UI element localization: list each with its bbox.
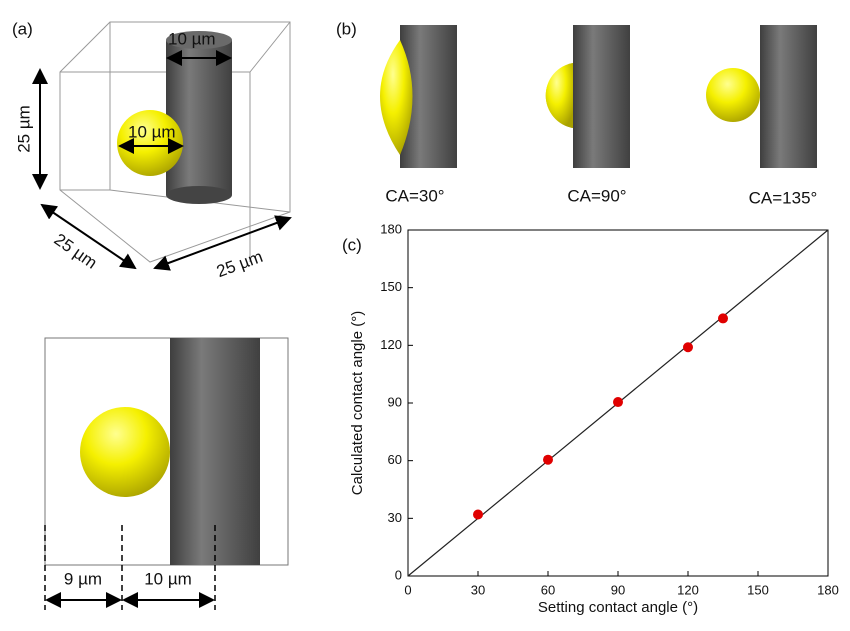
dimension: 10 µm [128,122,176,141]
panel-label: (a) [12,19,33,38]
x-tick-label: 180 [817,582,839,597]
y-tick-label: 120 [380,337,402,352]
dimension: 25 µm [51,230,101,273]
y-tick-label: 30 [388,510,402,525]
panel-a [40,22,290,268]
x-tick-label: 120 [677,582,699,597]
y-axis-label: Calculated contact angle (°) [349,311,366,495]
y-tick-label: 90 [388,394,402,409]
y-tick-label: 0 [395,567,402,582]
dimension: 10 µm [144,569,192,588]
point [473,509,483,519]
x-axis-label: Setting contact angle (°) [538,599,698,616]
caption: CA=90° [567,186,626,205]
panel-label: (b) [336,19,357,38]
panel-label: (c) [342,235,362,254]
dimension: 10 µm [168,29,216,48]
y-tick-label: 60 [388,452,402,467]
caption: CA=30° [385,186,444,205]
point [683,342,693,352]
x-tick-label: 150 [747,582,769,597]
dimension: 9 µm [64,569,102,588]
x-tick-label: 30 [471,582,485,597]
x-tick-label: 0 [404,582,411,597]
y-tick-label: 180 [380,221,402,236]
dimension: 25 µm [214,247,265,281]
dimension: 25 µm [14,105,33,153]
y-tick-label: 150 [380,279,402,294]
panel-b [380,25,817,168]
point [543,455,553,465]
point [718,313,728,323]
caption: CA=135° [749,188,818,207]
x-tick-label: 90 [611,582,625,597]
chart: 0 30 60 90 120 150 180 0 30 60 90 120 150 180 Setting … [349,221,839,616]
figure: (a) 10 µm 10 µm 25 µm 25 µm 25 µm 9 µm 1… [0,0,850,626]
point [613,397,623,407]
x-tick-label: 60 [541,582,555,597]
